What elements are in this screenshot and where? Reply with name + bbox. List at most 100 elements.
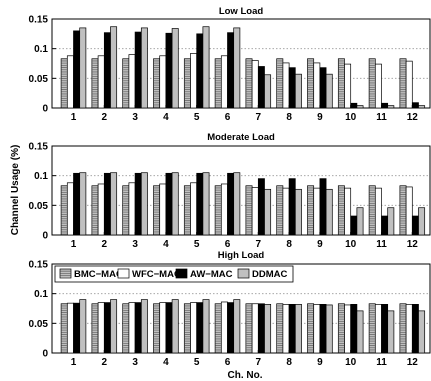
bar-ddmac [325,188,333,236]
bar-hatch [308,187,314,235]
panel-title: Low Load [219,6,264,17]
x-tick-label: 8 [286,112,292,123]
y-tick-label: 0.1 [34,44,48,55]
bar-hatch [184,305,190,353]
bar-ddmac [325,304,333,354]
bar-hatch [308,60,314,108]
bar-hatch [60,270,71,279]
bar-awmac [196,172,204,236]
legend-swatch [175,268,188,279]
bar-wfcmac [66,182,74,236]
x-tick-label: 3 [132,112,138,123]
bar-awmac [227,172,235,236]
bar-hatch [369,187,375,235]
bar-hatch [308,305,314,353]
bar-ddmac [294,188,302,236]
bar-wfcmac [159,302,167,354]
bar-wfcmac [251,303,259,354]
bar-hatch [400,187,406,235]
bar-awmac [196,33,204,109]
x-tick-label: 4 [163,112,169,123]
x-tick-label: 2 [102,112,108,123]
bar-awmac [288,304,296,354]
x-tick-label: 3 [132,239,138,250]
bar-ddmac [356,207,364,236]
x-tick-label: 5 [194,112,200,123]
y-tick-label: 0 [42,349,48,360]
bar-hatch [154,187,160,235]
bar-hatch [215,187,221,235]
bar-wfcmac [128,302,136,354]
x-tick-label: 11 [376,239,387,250]
bar-wfcmac [128,54,136,109]
bar-wfcmac [66,55,74,109]
x-tick-label: 2 [102,239,108,250]
x-tick-label: 9 [317,112,323,123]
bar-awmac [319,67,327,109]
bar-wfcmac [190,53,198,109]
bar-hatch [246,60,252,108]
bar-awmac [381,102,389,109]
bar-awmac [165,302,173,354]
x-tick-label: 12 [407,357,419,368]
bar-hatch [215,60,221,108]
bar-awmac [381,304,389,354]
bar-ddmac [418,207,426,236]
x-tick-label: 5 [194,357,200,368]
bar-ddmac [202,26,210,109]
y-tick-label: 0.15 [29,260,49,271]
legend: BMC−MAC WFC−MAC AW−MAC DDMAC [54,265,294,283]
bar-ddmac [171,28,179,109]
bar-awmac [165,172,173,236]
y-tick-label: 0.05 [29,319,49,330]
bar-awmac [288,67,296,109]
x-tick-label: 11 [376,357,387,368]
bar-wfcmac [313,304,321,354]
bar-awmac [411,215,419,236]
y-tick-label: 0 [42,104,48,115]
x-tick-label: 12 [407,112,419,123]
y-tick-label: 0 [42,231,48,242]
bar-wfcmac [159,183,167,236]
x-tick-label: 6 [225,357,231,368]
bar-hatch [369,305,375,353]
bar-wfcmac [66,302,74,354]
bar-wfcmac [405,304,413,354]
bar-ddmac [418,310,426,354]
bar-wfcmac [220,183,228,236]
bar-ddmac [171,299,179,354]
bar-hatch [92,187,98,235]
bar-wfcmac [97,183,105,236]
bar-ddmac [418,105,426,109]
bar-wfcmac [97,302,105,354]
bar-hatch [338,305,344,353]
bar-hatch [61,60,67,108]
bar-ddmac [140,27,148,109]
bar-hatch [400,305,406,353]
legend-swatch [117,268,130,279]
bar-ddmac [140,299,148,354]
bar-awmac [134,302,142,354]
bar-ddmac [294,73,302,109]
x-tick-label: 3 [132,357,138,368]
bar-hatch [400,60,406,108]
bar-wfcmac [344,187,352,236]
bar-hatch [369,60,375,108]
bar-hatch [61,187,67,235]
x-tick-label: 2 [102,357,108,368]
bar-hatch [246,305,252,353]
bar-wfcmac [313,62,321,109]
y-tick-label: 0.05 [29,201,49,212]
bar-awmac [288,178,296,236]
bar-wfcmac [220,301,228,354]
bar-ddmac [79,172,87,236]
bar-hatch [338,60,344,108]
bar-awmac [165,32,173,109]
bar-hatch [123,187,129,235]
legend-label: BMC−MAC [74,269,123,280]
x-tick-label: 7 [256,357,262,368]
